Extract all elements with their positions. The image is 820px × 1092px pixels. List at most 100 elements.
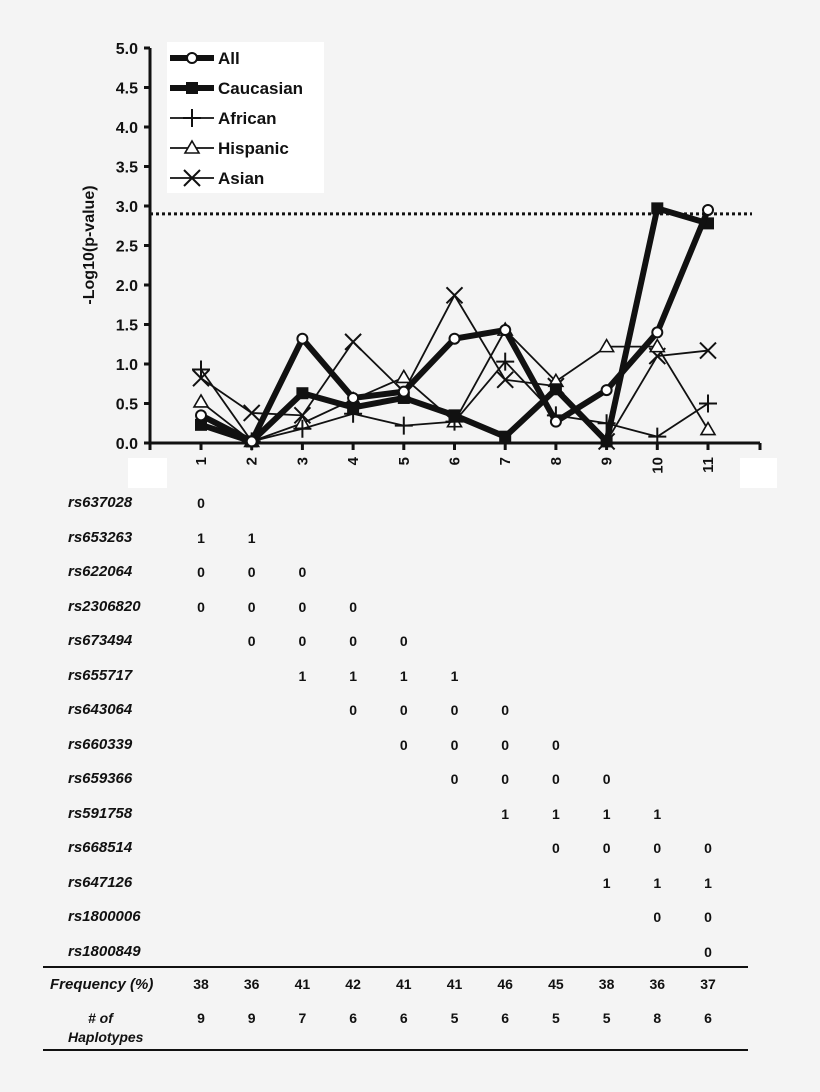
y-tick-label: 0.0 xyxy=(116,436,138,453)
x-marker xyxy=(183,169,201,187)
frequency-cell: 41 xyxy=(294,976,311,992)
legend-label: Caucasian xyxy=(218,79,303,98)
allele-cell: 0 xyxy=(551,840,560,856)
triangle-marker xyxy=(648,338,666,353)
x-tick-label: 9 xyxy=(599,457,616,465)
allele-cell: 1 xyxy=(602,805,611,822)
square-marker xyxy=(549,383,562,396)
plus-marker xyxy=(183,109,201,127)
allele-cell: 1 xyxy=(349,667,357,684)
allele-cell: 0 xyxy=(298,633,307,649)
x-marker xyxy=(344,333,362,351)
allele-cell: 1 xyxy=(551,805,560,822)
square-marker xyxy=(499,430,512,443)
allele-cell: 0 xyxy=(450,702,459,718)
triangle-marker xyxy=(699,420,717,436)
allele-cell: 0 xyxy=(602,771,611,787)
haplotype-count-cell: 5 xyxy=(551,1010,560,1026)
legend-label: Hispanic xyxy=(218,139,289,158)
y-tick-label: 2.5 xyxy=(116,239,138,256)
allele-cell: 0 xyxy=(551,736,560,753)
frequency-cell: 42 xyxy=(345,976,361,992)
frequency-cell: 38 xyxy=(193,976,209,992)
x-tick-label: 5 xyxy=(396,457,413,465)
legend-label: African xyxy=(218,109,277,128)
circle-marker xyxy=(296,332,309,345)
series-all xyxy=(195,203,714,448)
y-tick-label: 1.5 xyxy=(116,318,138,335)
frequency-cell: 37 xyxy=(700,976,716,992)
allele-cell: 1 xyxy=(704,874,712,891)
circle-marker xyxy=(702,203,714,216)
snp-label: rs653263 xyxy=(68,528,133,546)
line-chart: 0.0 0.5 1.0 1.5 2.0 2.5 3.0 3.5 4.0 4.5 5.0 1 2 3 4 5 6 7… xyxy=(116,41,777,488)
snp-label: rs591758 xyxy=(68,804,133,822)
allele-cell: 1 xyxy=(653,874,662,891)
allele-cell: 0 xyxy=(399,633,408,649)
allele-cell: 0 xyxy=(602,840,611,856)
y-tick-label: 2.0 xyxy=(116,278,138,295)
plus-marker xyxy=(192,360,210,379)
y-tick-label: 1.0 xyxy=(116,357,138,374)
haplotype-count-cell: 9 xyxy=(197,1010,205,1026)
allele-cell: 0 xyxy=(501,771,510,787)
snp-label: rs2306820 xyxy=(68,597,141,615)
haplotype-count-cell: 5 xyxy=(602,1010,611,1026)
allele-cell: 1 xyxy=(450,667,459,684)
x-tick-label: 2 xyxy=(244,457,261,465)
circle-marker xyxy=(600,384,613,397)
plus-marker xyxy=(496,352,515,371)
allele-cell: 1 xyxy=(501,805,510,822)
plus-marker xyxy=(394,416,413,435)
square-marker xyxy=(347,401,360,414)
triangle-marker xyxy=(183,139,201,154)
circle-marker xyxy=(245,435,258,448)
plus-marker xyxy=(293,419,312,438)
circle-marker xyxy=(448,332,461,345)
allele-cell: 1 xyxy=(298,667,307,684)
snp-label: rs673494 xyxy=(68,632,133,649)
snp-label: rs668514 xyxy=(68,839,133,856)
x-tick-label: 4 xyxy=(345,456,362,465)
legend-entries: All Caucasian African Hispanic Asian xyxy=(170,49,303,188)
haplotype-count-cell: 9 xyxy=(247,1010,256,1026)
square-marker xyxy=(448,409,461,422)
frequency-cell: 45 xyxy=(548,976,564,992)
x-tick-label: 11 xyxy=(700,457,717,473)
x-marker xyxy=(445,286,464,304)
circle-marker xyxy=(651,326,664,339)
haplotype-count-cell: 6 xyxy=(399,1010,408,1026)
circle-marker xyxy=(397,385,410,398)
plus-marker xyxy=(648,427,667,446)
allele-cell: 0 xyxy=(349,702,357,718)
allele-cell: 0 xyxy=(197,495,205,511)
haplotypes-label: Haplotypes xyxy=(68,1029,144,1045)
haplotypes-label: # of xyxy=(88,1010,113,1026)
allele-cell: 0 xyxy=(653,840,662,856)
legend-label: Asian xyxy=(218,169,264,188)
allele-cell: 0 xyxy=(551,771,560,787)
haplotype-count-cell: 6 xyxy=(349,1010,357,1026)
allele-cell: 0 xyxy=(298,598,307,615)
frequency-cell: 41 xyxy=(396,976,412,992)
snp-label: rs655717 xyxy=(68,666,133,684)
series-african xyxy=(192,352,717,451)
allele-cell: 0 xyxy=(349,633,357,649)
table-divider xyxy=(43,966,748,968)
allele-cell: 0 xyxy=(298,564,307,580)
snp-label: rs1800849 xyxy=(68,942,141,960)
circle-marker xyxy=(347,391,360,404)
triangle-marker xyxy=(598,338,615,353)
haplotype-count-cell: 8 xyxy=(653,1010,662,1026)
allele-cell: 1 xyxy=(197,529,205,546)
square-marker xyxy=(296,387,309,400)
allele-cell: 1 xyxy=(247,529,256,546)
table-bottom-border xyxy=(43,1049,748,1051)
allele-cell: 0 xyxy=(197,598,205,615)
x-tick-label: 7 xyxy=(497,457,514,465)
snp-label: rs622064 xyxy=(68,563,133,580)
allele-cell: 0 xyxy=(501,702,510,718)
allele-cell: 0 xyxy=(704,909,712,925)
x-marker xyxy=(699,341,717,360)
